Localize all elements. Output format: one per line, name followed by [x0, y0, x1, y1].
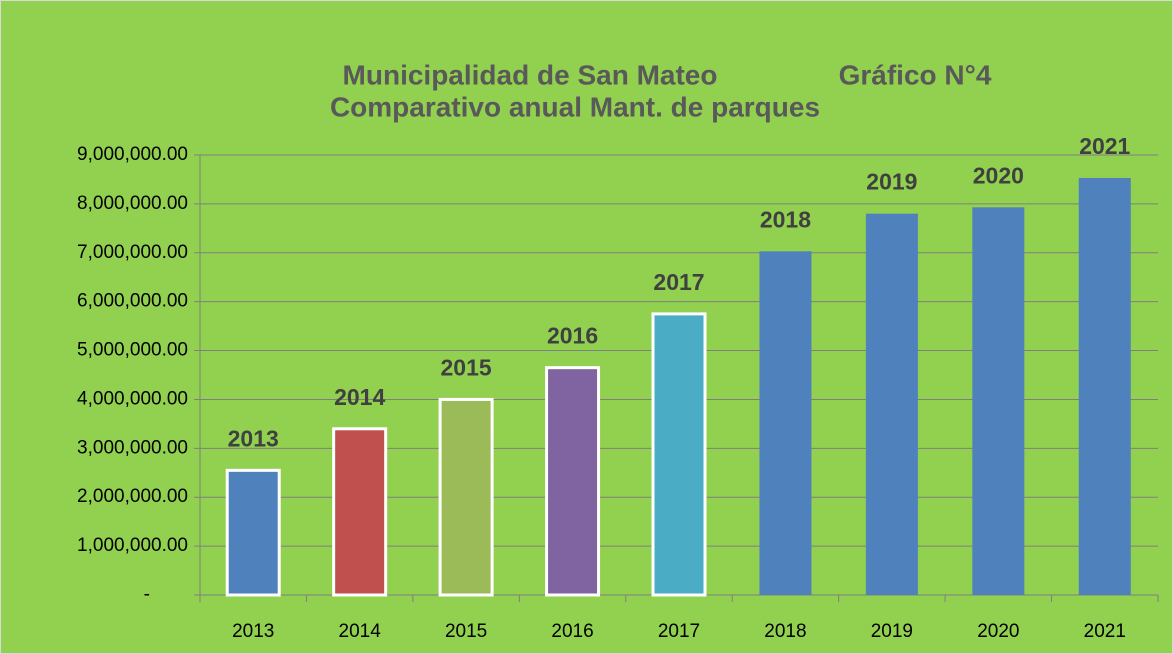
- bar: [651, 312, 707, 597]
- y-tick-label: 4,000,000.00: [77, 388, 188, 409]
- y-tick-label: -: [144, 584, 150, 605]
- x-tick-label: 2019: [871, 621, 913, 642]
- y-tick-label: 6,000,000.00: [77, 291, 188, 312]
- y-tick-label: 2,000,000.00: [77, 486, 188, 507]
- chart-title: Comparativo anual Mant. de parques: [330, 91, 820, 122]
- bar: [972, 207, 1025, 596]
- x-tick-label: 2018: [764, 621, 806, 642]
- chart-title: Gráfico N°4: [839, 59, 992, 90]
- bar: [759, 251, 812, 596]
- y-tick-label: 7,000,000.00: [77, 242, 188, 263]
- data-label: 2020: [973, 162, 1024, 188]
- bar: [225, 468, 281, 597]
- x-tick-label: 2017: [658, 621, 700, 642]
- chart-title: Municipalidad de San Mateo: [343, 59, 718, 90]
- x-tick-label: 2021: [1084, 621, 1126, 642]
- bar: [865, 213, 918, 595]
- x-tick-label: 2020: [977, 621, 1019, 642]
- data-label: 2013: [228, 425, 279, 451]
- x-tick-label: 2015: [445, 621, 487, 642]
- x-tick-label: 2013: [232, 621, 274, 642]
- x-tick-label: 2016: [551, 621, 593, 642]
- data-label: 2014: [334, 384, 385, 410]
- bar: [545, 366, 601, 597]
- x-tick-label: 2014: [339, 621, 382, 642]
- y-tick-label: 3,000,000.00: [77, 437, 188, 458]
- data-label: 2021: [1079, 133, 1130, 159]
- data-label: 2015: [441, 355, 492, 381]
- data-label: 2018: [760, 206, 811, 232]
- y-tick-label: 1,000,000.00: [77, 535, 188, 556]
- y-tick-label: 8,000,000.00: [77, 193, 188, 214]
- data-label: 2019: [866, 169, 917, 195]
- bar: [332, 427, 388, 597]
- y-tick-label: 5,000,000.00: [77, 340, 188, 361]
- data-label: 2016: [547, 323, 598, 349]
- data-label: 2017: [653, 269, 704, 295]
- bar: [438, 397, 494, 597]
- bar: [1078, 177, 1131, 595]
- y-tick-label: 9,000,000.00: [77, 144, 188, 165]
